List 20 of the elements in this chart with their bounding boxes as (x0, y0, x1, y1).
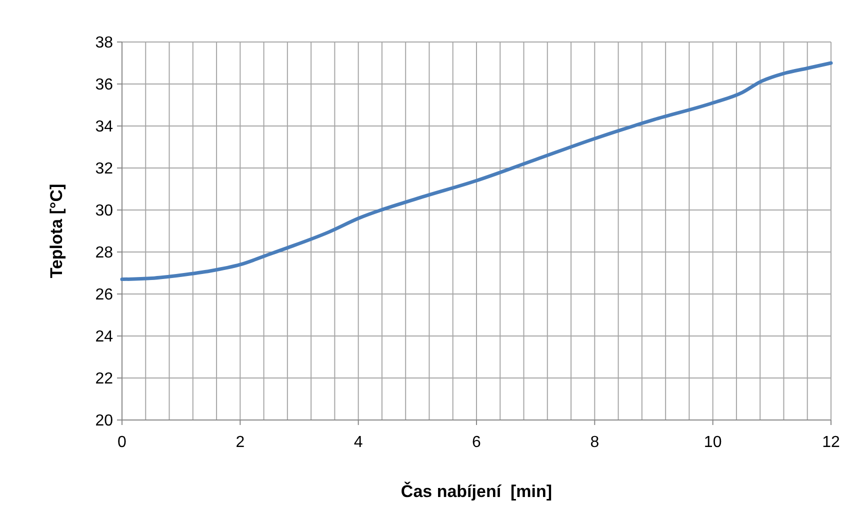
x-tick-label: 4 (354, 434, 363, 451)
x-tick-label: 2 (236, 434, 245, 451)
y-tick-label: 28 (95, 244, 114, 262)
line-series (120, 61, 833, 282)
y-tick-label: 20 (95, 412, 114, 430)
y-tick-label: 30 (95, 202, 114, 220)
y-tick-label: 38 (95, 34, 114, 52)
y-tick-label: 34 (95, 118, 114, 136)
x-tick-label: 10 (704, 434, 722, 451)
x-tick-label: 6 (472, 434, 482, 451)
x-tick-label: 0 (118, 434, 127, 451)
x-axis-title: Čas nabíjení [min] (400, 481, 552, 501)
y-tick-label: 22 (95, 370, 114, 388)
y-tick-label: 36 (95, 76, 114, 94)
y-axis-title: Teplota [°C] (47, 184, 66, 278)
y-tick-label: 24 (95, 328, 114, 346)
x-tick-label: 12 (822, 434, 840, 451)
x-tick-label: 8 (590, 434, 600, 451)
y-tick-label: 32 (95, 160, 114, 178)
y-tick-label: 26 (95, 286, 114, 304)
